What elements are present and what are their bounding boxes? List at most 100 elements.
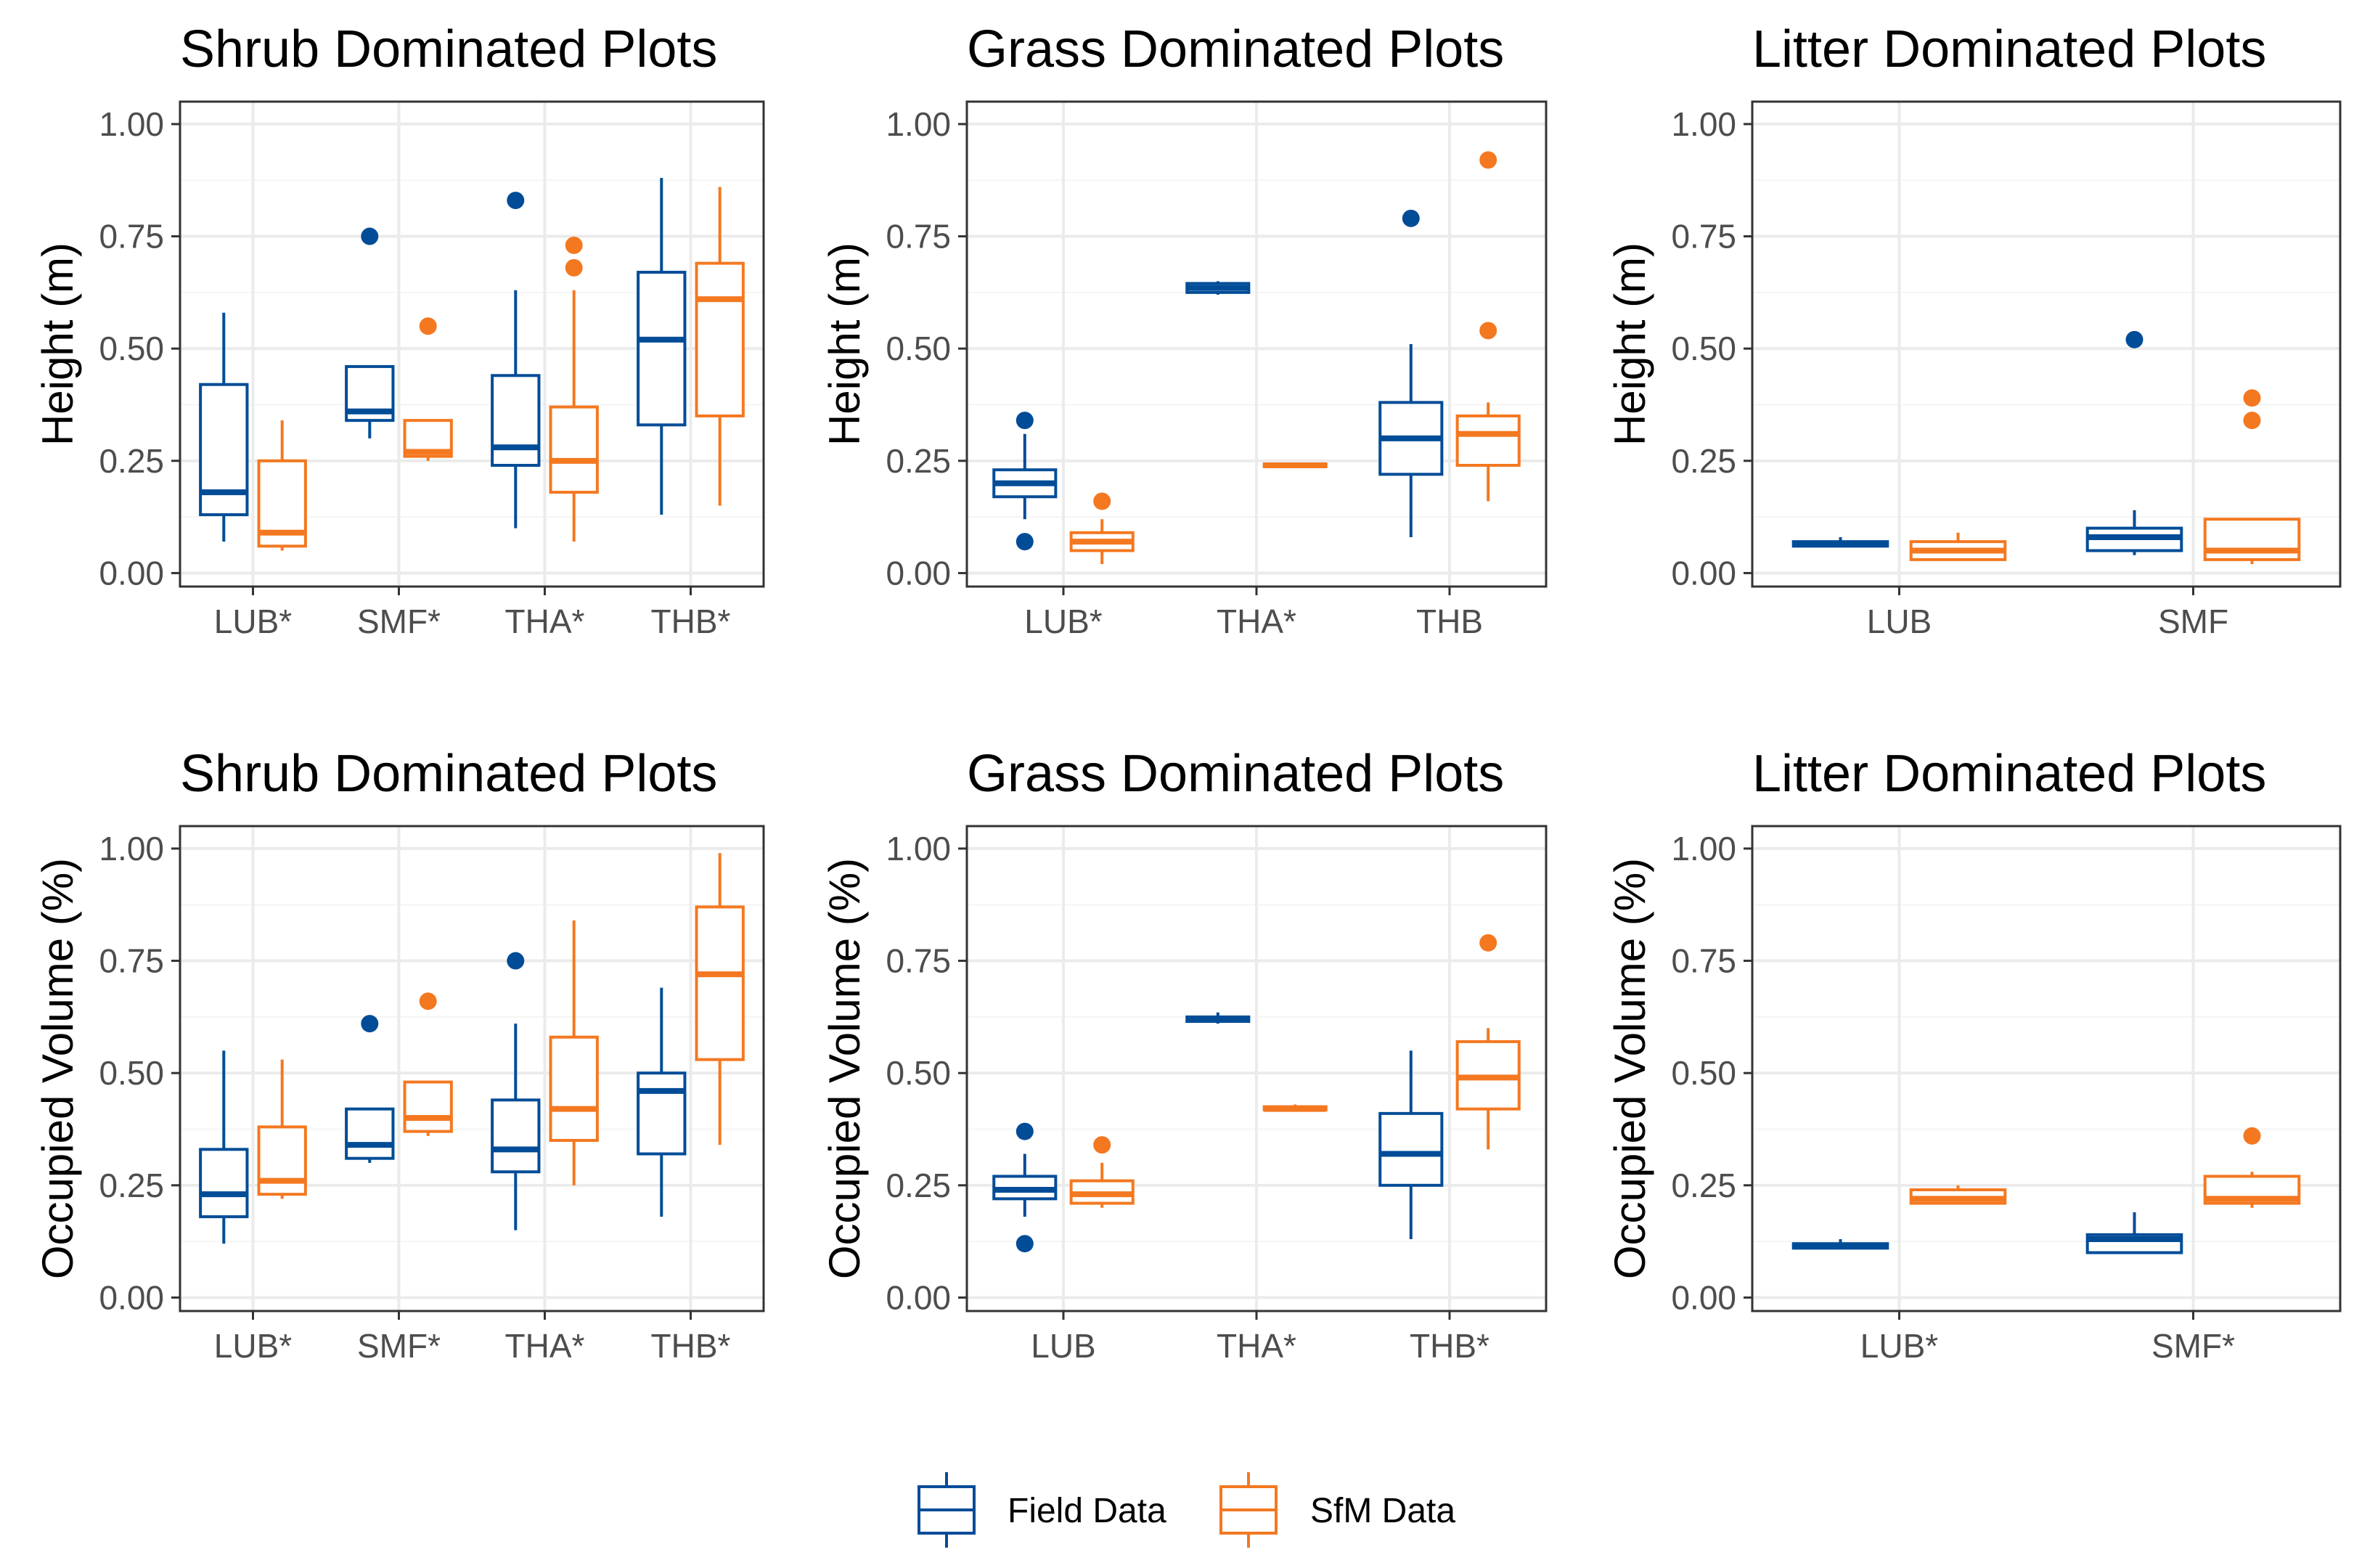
y-tick-label: 1.00 — [1671, 105, 1736, 143]
legend-key-sfm — [1219, 1472, 1278, 1548]
box-sfm-thb — [1455, 151, 1521, 502]
legend-key-field — [918, 1472, 976, 1548]
box-sfm-smf — [403, 317, 453, 461]
box-field-tha — [1185, 1012, 1251, 1024]
outlier-point — [1015, 412, 1034, 430]
y-tick-label: 0.75 — [886, 218, 951, 256]
y-tick-label: 0.50 — [886, 1054, 951, 1092]
box-body — [637, 1071, 687, 1156]
x-tick-label: LUB* — [214, 603, 292, 640]
box-sfm-lub — [1909, 532, 2007, 561]
box-sfm-thb — [1455, 934, 1521, 1150]
box-body — [549, 1035, 599, 1142]
box-body — [637, 271, 687, 427]
box-body — [1378, 1111, 1444, 1187]
box-sfm-lub — [1069, 1136, 1135, 1208]
y-tick-label: 0.00 — [886, 554, 951, 592]
y-tick-label: 1.00 — [886, 830, 951, 867]
box-body — [2203, 518, 2301, 561]
x-tick-label: LUB — [1031, 1327, 1095, 1365]
y-tick-label: 1.00 — [99, 105, 164, 143]
outlier-point — [419, 992, 437, 1010]
outlier-point — [565, 236, 583, 254]
x-tick-label: THB* — [1410, 1327, 1489, 1365]
outlier-point — [1402, 209, 1420, 227]
panel-grass-height: 0.00 0.25 0.50 0.75 1.00 LUB* THA* THB Grass Dom… — [820, 20, 1548, 640]
box-body — [491, 1098, 541, 1174]
box-field-thb — [637, 178, 687, 515]
y-axis-title: Height (m) — [820, 242, 869, 446]
box-sfm-tha — [1262, 1104, 1328, 1112]
box-sfm-tha — [549, 920, 599, 1185]
y-tick-label: 0.25 — [1671, 442, 1736, 480]
box-field-lub — [1791, 1239, 1889, 1250]
panel-title: Grass Dominated Plots — [967, 745, 1504, 803]
x-tick-label: SMF* — [357, 603, 441, 640]
outlier-point — [1015, 1122, 1034, 1140]
box-body — [491, 374, 541, 467]
box-sfm-thb — [695, 853, 745, 1146]
outlier-point — [1015, 533, 1034, 551]
panel-title: Litter Dominated Plots — [1752, 20, 2266, 78]
box-field-smf — [2085, 330, 2183, 555]
y-axis-title: Height (m) — [33, 242, 82, 446]
panel-border — [1751, 100, 2342, 588]
panel-border — [179, 825, 765, 1312]
outlier-point — [1479, 322, 1497, 340]
panel-border — [1751, 825, 2342, 1312]
y-tick-label: 0.50 — [886, 330, 951, 367]
x-tick-label: THB* — [651, 1327, 731, 1365]
box-field-lub — [992, 412, 1058, 551]
outlier-point — [1015, 1235, 1034, 1253]
y-tick-label: 0.50 — [99, 330, 164, 367]
y-tick-label: 0.75 — [886, 942, 951, 980]
y-tick-label: 1.00 — [1671, 830, 1736, 867]
box-field-smf — [345, 1015, 395, 1163]
y-tick-label: 0.75 — [99, 218, 164, 256]
panel-shrub-volume: 0.00 0.25 0.50 0.75 1.00 LUB* SMF* THA* THB* Shru… — [33, 745, 765, 1365]
y-tick-label: 0.75 — [99, 942, 164, 980]
panel-title: Grass Dominated Plots — [967, 20, 1504, 78]
box-field-smf — [2085, 1212, 2183, 1254]
box-field-lub — [1791, 536, 1889, 548]
y-axis-title: Occupied Volume (%) — [33, 858, 82, 1279]
legend-label-field: Field Data — [1008, 1492, 1166, 1530]
y-tick-label: 0.00 — [886, 1278, 951, 1316]
box-field-thb — [637, 987, 687, 1217]
outlier-point — [361, 1015, 379, 1033]
x-tick-label: SMF* — [357, 1327, 441, 1365]
box-field-tha — [491, 952, 541, 1230]
box-sfm-thb — [695, 187, 745, 506]
box-body — [1455, 414, 1521, 467]
y-tick-label: 0.00 — [99, 1278, 164, 1316]
box-field-tha — [1185, 281, 1251, 295]
box-field-tha — [491, 192, 541, 528]
panel-title: Shrub Dominated Plots — [180, 20, 717, 78]
y-axis-title: Height (m) — [1606, 242, 1654, 446]
legend: Field Data SfM Data — [918, 1472, 1455, 1548]
box-field-smf — [345, 227, 395, 438]
y-tick-label: 0.50 — [1671, 330, 1736, 367]
panel-title: Litter Dominated Plots — [1752, 745, 2266, 803]
outlier-point — [507, 192, 525, 210]
y-tick-label: 0.25 — [1671, 1167, 1736, 1204]
y-tick-label: 1.00 — [99, 830, 164, 867]
x-tick-label: LUB* — [1860, 1327, 1938, 1365]
outlier-point — [565, 258, 583, 277]
plot-area — [1752, 102, 2340, 587]
box-body — [199, 383, 249, 517]
panel-shrub-height: 0.00 0.25 0.50 0.75 1.00 LUB* SMF* THA* THB* Shru… — [33, 20, 765, 640]
y-tick-label: 0.00 — [1671, 1278, 1736, 1316]
panels: 0.00 0.25 0.50 0.75 1.00 LUB* SMF* THA* THB* Shru… — [33, 20, 2342, 1365]
plot-area — [1752, 826, 2340, 1311]
box-sfm-lub — [257, 1059, 307, 1199]
plot-area — [180, 826, 764, 1311]
y-tick-label: 0.00 — [99, 554, 164, 592]
box-field-thb — [1378, 1050, 1444, 1240]
x-tick-label: LUB* — [1024, 603, 1102, 640]
y-tick-label: 0.25 — [99, 442, 164, 480]
x-tick-label: THA* — [505, 603, 585, 640]
box-body — [549, 405, 599, 494]
box-sfm-lub — [1069, 492, 1135, 565]
